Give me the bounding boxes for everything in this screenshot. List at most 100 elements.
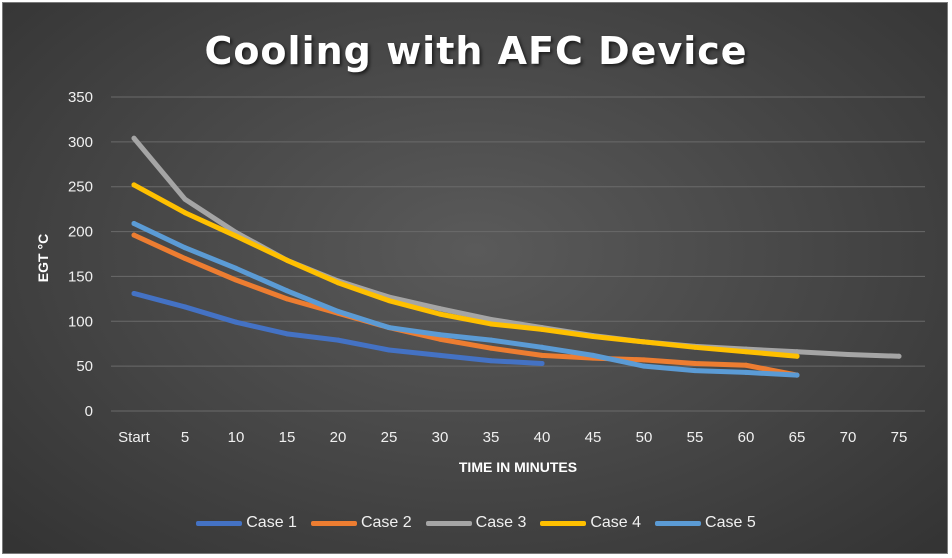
x-axis-title: TIME IN MINUTES [459, 459, 577, 475]
series-case-5 [131, 220, 800, 378]
legend-item: Case 2 [310, 514, 412, 532]
legend-label: Case 3 [475, 514, 527, 531]
data-point [233, 319, 239, 325]
legend-label: Case 1 [246, 514, 297, 531]
x-tick-label: 65 [789, 429, 806, 446]
x-tick-label: 10 [228, 429, 245, 446]
data-point [386, 298, 392, 304]
data-point [284, 331, 290, 337]
y-tick-label: 300 [68, 134, 93, 151]
data-point [590, 334, 596, 340]
data-point [845, 351, 851, 357]
legend-item: Case 1 [196, 514, 297, 532]
data-point [131, 290, 137, 296]
x-tick-label: 20 [330, 429, 347, 446]
data-point [488, 345, 494, 351]
data-point [437, 306, 443, 312]
data-point [437, 311, 443, 317]
data-point [233, 233, 239, 239]
data-point [182, 245, 188, 251]
data-point [539, 360, 545, 366]
data-point [233, 265, 239, 271]
series-line [131, 290, 545, 366]
data-point [131, 135, 137, 141]
legend-item: Case 3 [425, 514, 527, 532]
data-point [131, 220, 137, 226]
data-point [692, 360, 698, 366]
data-point [539, 344, 545, 350]
data-point [641, 363, 647, 369]
series-lines [131, 135, 902, 378]
y-tick-label: 250 [68, 179, 93, 196]
data-point [488, 358, 494, 364]
data-point [233, 277, 239, 283]
data-point [386, 347, 392, 353]
data-point [182, 196, 188, 202]
x-tick-label: 25 [381, 429, 398, 446]
x-tick-label: 60 [738, 429, 755, 446]
data-point [488, 316, 494, 322]
legend-label: Case 5 [705, 514, 756, 531]
series-line [131, 220, 800, 378]
data-point [896, 353, 902, 359]
x-tick-label: 45 [585, 429, 602, 446]
data-point [284, 296, 290, 302]
data-point [284, 288, 290, 294]
y-tick-labels: 0 50 100 150 200 250 300 350 [68, 89, 93, 420]
x-tick-label: 55 [687, 429, 704, 446]
y-axis-title: EGT °C [35, 234, 51, 282]
data-point [284, 257, 290, 263]
series-line [131, 232, 800, 378]
data-point [692, 368, 698, 374]
series-case-1 [131, 290, 545, 366]
data-point [131, 182, 137, 188]
data-point [539, 352, 545, 358]
x-tick-label: 75 [891, 429, 908, 446]
data-point [488, 337, 494, 343]
data-point [386, 325, 392, 331]
data-point [743, 349, 749, 355]
data-point [335, 308, 341, 314]
legend-swatch [655, 520, 702, 526]
data-point [794, 353, 800, 359]
x-tick-label: 50 [636, 429, 653, 446]
y-tick-label: 200 [68, 224, 93, 241]
data-point [539, 326, 545, 332]
legend: Case 1 Case 2 Case 3 Case 4 Case 5 [3, 514, 949, 532]
chart-title: Cooling with AFC Device [204, 29, 748, 73]
y-tick-label: 150 [68, 268, 93, 285]
x-tick-label: 15 [279, 429, 296, 446]
x-tick-label: 40 [534, 429, 551, 446]
x-tick-label: Start [118, 429, 151, 446]
y-tick-label: 50 [76, 358, 93, 375]
y-tick-label: 0 [85, 403, 93, 420]
data-point [335, 280, 341, 286]
data-point [488, 321, 494, 327]
series-case-2 [131, 232, 800, 378]
series-line [131, 182, 800, 359]
data-point [131, 232, 137, 238]
legend-swatch [310, 520, 357, 526]
y-tick-label: 100 [68, 313, 93, 330]
legend-swatch [196, 520, 243, 526]
legend-label: Case 4 [590, 514, 642, 531]
data-point [743, 369, 749, 375]
legend-item: Case 5 [655, 514, 756, 532]
x-tick-label: 70 [840, 429, 857, 446]
data-point [692, 344, 698, 350]
data-point [794, 372, 800, 378]
data-point [437, 352, 443, 358]
legend-label: Case 2 [360, 514, 412, 531]
x-tick-labels: Start 5 10 15 20 25 30 35 40 45 50 55 60 65 70 75 [118, 429, 907, 446]
series-case-4 [131, 182, 800, 359]
data-point [641, 339, 647, 345]
data-point [641, 357, 647, 363]
data-point [182, 210, 188, 216]
y-tick-label: 350 [68, 89, 93, 106]
data-point [182, 304, 188, 310]
data-point [182, 255, 188, 261]
plot-area: 0 50 100 150 200 250 300 350 Start 5 10 15 20 25 30 35… [35, 89, 925, 475]
legend-swatch [425, 520, 472, 526]
x-tick-label: 5 [181, 429, 189, 446]
